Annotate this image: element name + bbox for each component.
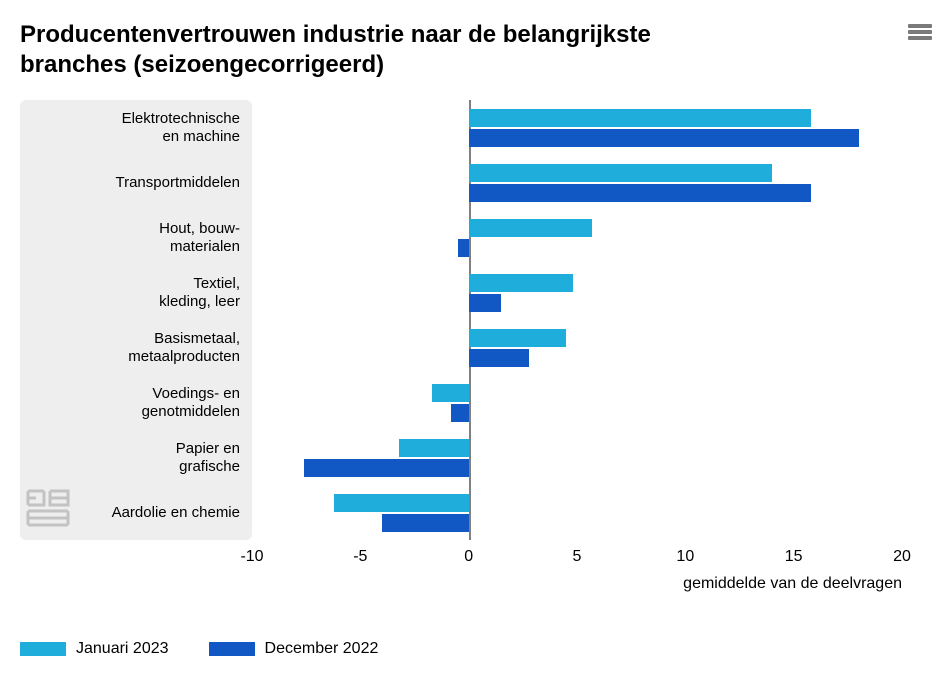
category-label: Transportmiddelen	[40, 174, 240, 192]
category-label: Textiel,kleding, leer	[40, 275, 240, 311]
category-label: Papier engrafische	[40, 440, 240, 476]
bar-jan2023	[469, 164, 772, 182]
plot-region	[252, 100, 902, 540]
bar-jan2023	[469, 109, 811, 127]
category-label: Basismetaal,metaalproducten	[40, 330, 240, 366]
bar-jan2023	[432, 384, 469, 402]
x-tick: 10	[676, 548, 694, 566]
chart-title: Producentenvertrouwen industrie naar de …	[20, 20, 720, 80]
x-tick: -5	[353, 548, 367, 566]
bar-jan2023	[399, 439, 468, 457]
bar-jan2023	[469, 274, 573, 292]
bar-dec2022	[451, 404, 468, 422]
bar-jan2023	[469, 329, 567, 347]
legend-label: Januari 2023	[76, 640, 169, 658]
legend-label: December 2022	[265, 640, 379, 658]
chart-container: Producentenvertrouwen industrie naar de …	[20, 20, 932, 658]
bar-dec2022	[469, 294, 502, 312]
category-label: Voedings- engenotmiddelen	[40, 385, 240, 421]
legend-swatch	[20, 642, 66, 656]
bar-dec2022	[469, 129, 859, 147]
category-label: Elektrotechnischeen machine	[40, 110, 240, 146]
hamburger-menu-icon[interactable]	[908, 20, 932, 40]
legend-item: December 2022	[209, 640, 379, 658]
chart-area: Elektrotechnischeen machine Transportmidd…	[20, 100, 932, 580]
x-tick: 20	[893, 548, 911, 566]
bar-dec2022	[469, 184, 811, 202]
x-axis-label: gemiddelde van de deelvragen	[683, 575, 902, 593]
bar-jan2023	[334, 494, 468, 512]
x-tick: -10	[240, 548, 263, 566]
bar-dec2022	[469, 349, 530, 367]
bar-dec2022	[304, 459, 469, 477]
x-tick: 15	[785, 548, 803, 566]
bar-jan2023	[469, 219, 593, 237]
bar-dec2022	[458, 239, 469, 257]
bar-dec2022	[382, 514, 469, 532]
x-tick: 0	[464, 548, 473, 566]
x-tick: 5	[573, 548, 582, 566]
legend-item: Januari 2023	[20, 640, 169, 658]
category-label: Aardolie en chemie	[40, 504, 240, 522]
legend-swatch	[209, 642, 255, 656]
header-row: Producentenvertrouwen industrie naar de …	[20, 20, 932, 80]
category-label: Hout, bouw-materialen	[40, 220, 240, 256]
category-label-panel: Elektrotechnischeen machine Transportmidd…	[20, 100, 252, 540]
legend: Januari 2023 December 2022	[20, 640, 932, 658]
